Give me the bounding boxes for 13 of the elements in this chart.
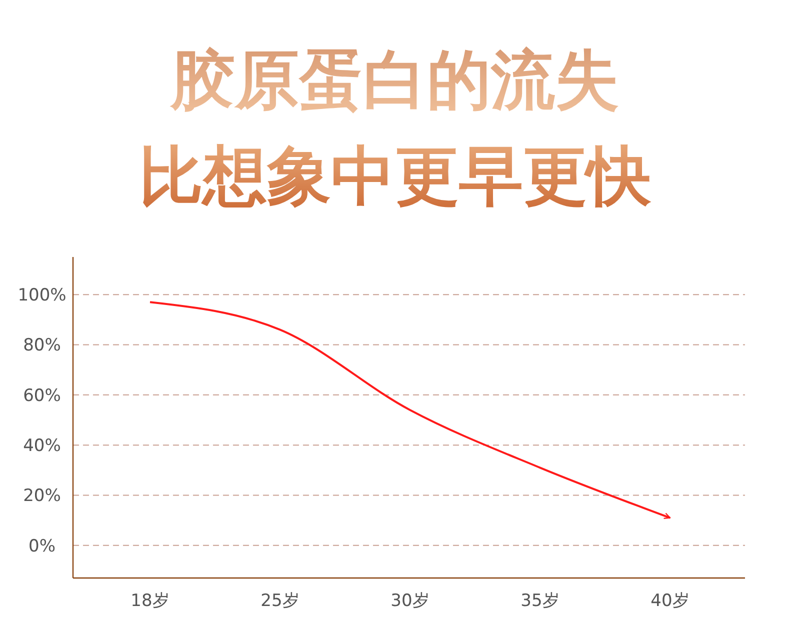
y-tick-label: 100% — [18, 286, 66, 306]
x-tick-label: 30岁 — [390, 591, 430, 611]
y-tick-label: 60% — [23, 386, 61, 406]
x-tick-label: 35岁 — [520, 591, 560, 611]
x-tick-label: 40岁 — [650, 591, 690, 611]
y-tick-label: 20% — [23, 486, 61, 506]
chart-subtitle: 比想象中更早更快 — [139, 140, 652, 214]
y-tick-label: 40% — [23, 436, 61, 456]
x-tick-label: 25岁 — [260, 591, 300, 611]
y-tick-label: 80% — [23, 336, 61, 356]
x-tick-label: 18岁 — [130, 591, 170, 611]
chart-title: 胶原蛋白的流失 — [169, 44, 619, 118]
y-tick-label: 0% — [28, 536, 56, 556]
